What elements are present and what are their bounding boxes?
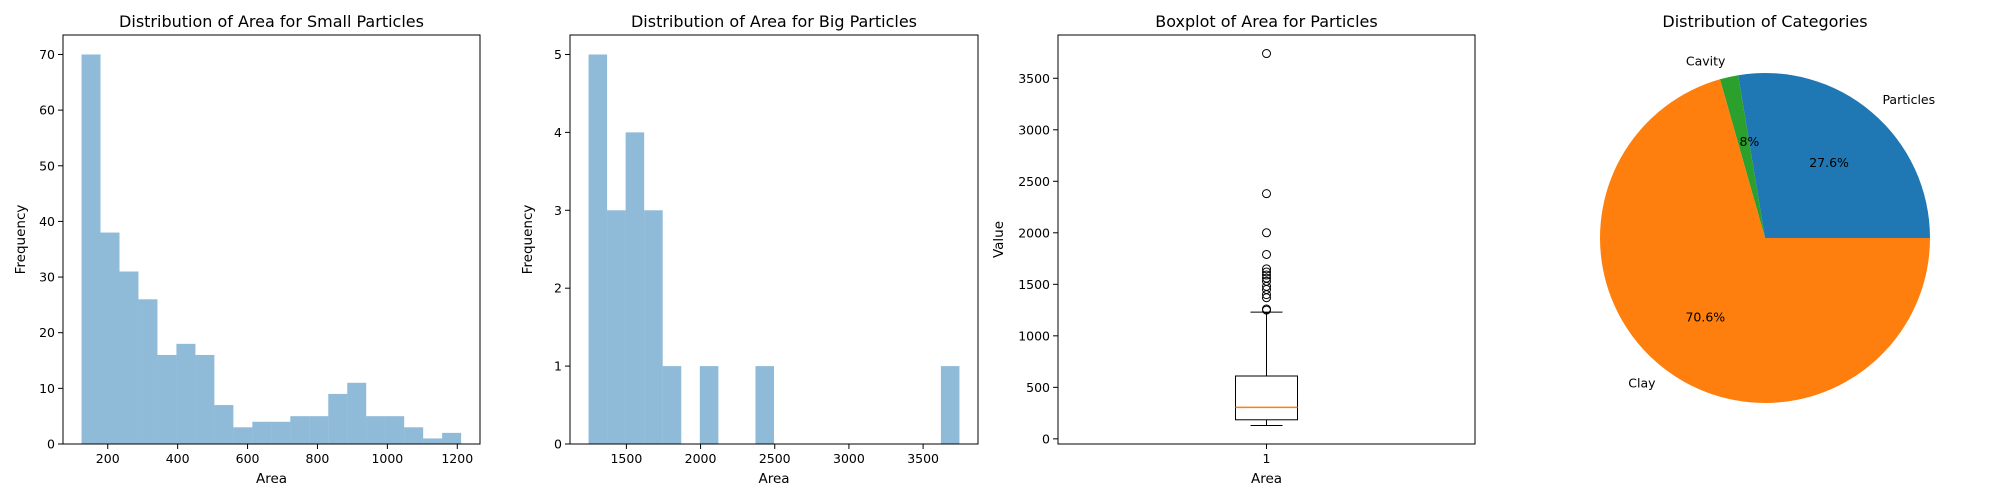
y-tick-label: 30: [39, 270, 55, 285]
histogram-bar: [195, 354, 215, 444]
y-tick-label: 1500: [1018, 277, 1050, 292]
histogram-bar: [271, 421, 291, 444]
x-axis-label: Area: [256, 471, 287, 487]
histogram-bar: [588, 54, 608, 444]
y-tick-label: 4: [554, 125, 562, 140]
outlier-point: [1262, 249, 1271, 259]
y-tick-label: 0: [47, 437, 55, 452]
histogram-bar: [214, 405, 234, 444]
outlier-point: [1262, 189, 1271, 199]
axes-frame-1: [569, 34, 979, 445]
histogram-bar: [233, 427, 253, 444]
histogram-bar: [138, 299, 158, 444]
histogram-bar: [644, 210, 663, 444]
histogram-bar: [328, 393, 348, 444]
pie-pct-particles: 27.6%: [1809, 155, 1849, 170]
axes-frame-2: [1057, 34, 1476, 445]
histogram-bar: [755, 366, 774, 444]
histogram-bar: [423, 438, 443, 444]
y-tick-label: 70: [39, 47, 55, 62]
outlier-point: [1262, 49, 1271, 59]
histogram-bar: [404, 427, 424, 444]
y-tick-label: 0: [554, 437, 562, 452]
histogram-bar: [119, 271, 139, 444]
x-tick-label: 2000: [685, 451, 717, 466]
y-tick-label: 1000: [1018, 328, 1050, 343]
histogram-bar: [290, 416, 310, 444]
y-tick-label: 3500: [1018, 71, 1050, 86]
y-tick-label: 60: [39, 103, 55, 118]
pie-label-cavity: Cavity: [1686, 53, 1726, 68]
histogram-bar: [699, 366, 719, 444]
x-tick-label: 2500: [759, 451, 791, 466]
histogram-bar: [347, 382, 367, 444]
chart-title: Distribution of Categories: [1662, 12, 1867, 31]
y-tick-label: 1: [554, 359, 562, 374]
y-tick-label: 0: [1042, 431, 1050, 446]
y-tick-label: 10: [39, 381, 55, 396]
histogram-bar: [625, 132, 645, 444]
outlier-point: [1262, 264, 1271, 274]
y-tick-label: 50: [39, 158, 55, 173]
histogram-bar: [157, 354, 177, 444]
x-tick-label: 1: [1263, 451, 1271, 466]
histogram-bar: [662, 366, 682, 444]
x-tick-label: 1500: [610, 451, 642, 466]
y-axis-label: Value: [991, 221, 1007, 258]
y-tick-label: 2: [554, 281, 562, 296]
y-tick-label: 3: [554, 203, 562, 218]
histogram-bar: [309, 416, 329, 444]
x-axis-label: Area: [1251, 471, 1282, 487]
y-tick-label: 500: [1026, 380, 1050, 395]
pie-label-particles: Particles: [1882, 92, 1935, 107]
pie-slice-clay: [1600, 79, 1930, 403]
outlier-point: [1262, 273, 1271, 283]
y-tick-label: 5: [554, 47, 562, 62]
y-tick-label: 2000: [1018, 225, 1050, 240]
pie-slice-particles: [1738, 73, 1930, 238]
pie-label-clay: Clay: [1628, 375, 1656, 390]
outlier-point: [1262, 304, 1271, 314]
x-tick-label: 1000: [371, 451, 403, 466]
y-tick-label: 2500: [1018, 174, 1050, 189]
outlier-point: [1262, 276, 1271, 286]
histogram-bar: [81, 54, 101, 444]
chart-title: Distribution of Area for Big Particles: [631, 12, 917, 31]
y-tick-label: 20: [39, 325, 55, 340]
x-tick-label: 800: [306, 451, 330, 466]
histogram-bar: [252, 421, 272, 444]
pie-pct-clay: 70.6%: [1685, 309, 1725, 324]
x-tick-label: 1200: [441, 451, 473, 466]
histogram-bar: [385, 416, 405, 444]
outlier-point: [1262, 228, 1271, 238]
histogram-bar: [100, 232, 120, 444]
y-axis-label: Frequency: [13, 205, 29, 275]
chart-title: Boxplot of Area for Particles: [1155, 12, 1377, 31]
outlier-point: [1262, 270, 1271, 280]
x-tick-label: 3000: [833, 451, 865, 466]
pie-slice-cavity: [1719, 75, 1765, 239]
y-tick-label: 40: [39, 214, 55, 229]
x-tick-label: 400: [166, 451, 190, 466]
x-axis-label: Area: [758, 471, 789, 487]
y-tick-label: 3000: [1018, 122, 1050, 137]
histogram-bar: [366, 416, 386, 444]
outlier-point: [1262, 267, 1271, 277]
chart-title: Distribution of Area for Small Particles: [119, 12, 424, 31]
x-tick-label: 200: [96, 451, 120, 466]
y-axis-label: Frequency: [520, 205, 536, 275]
x-tick-label: 3500: [907, 451, 939, 466]
axes-frame-0: [62, 34, 481, 445]
x-tick-label: 600: [236, 451, 260, 466]
histogram-bar: [442, 432, 462, 444]
box-iqr: [1235, 375, 1298, 421]
histogram-bar: [940, 366, 960, 444]
histogram-bar: [176, 343, 196, 444]
histogram-bar: [607, 210, 626, 444]
